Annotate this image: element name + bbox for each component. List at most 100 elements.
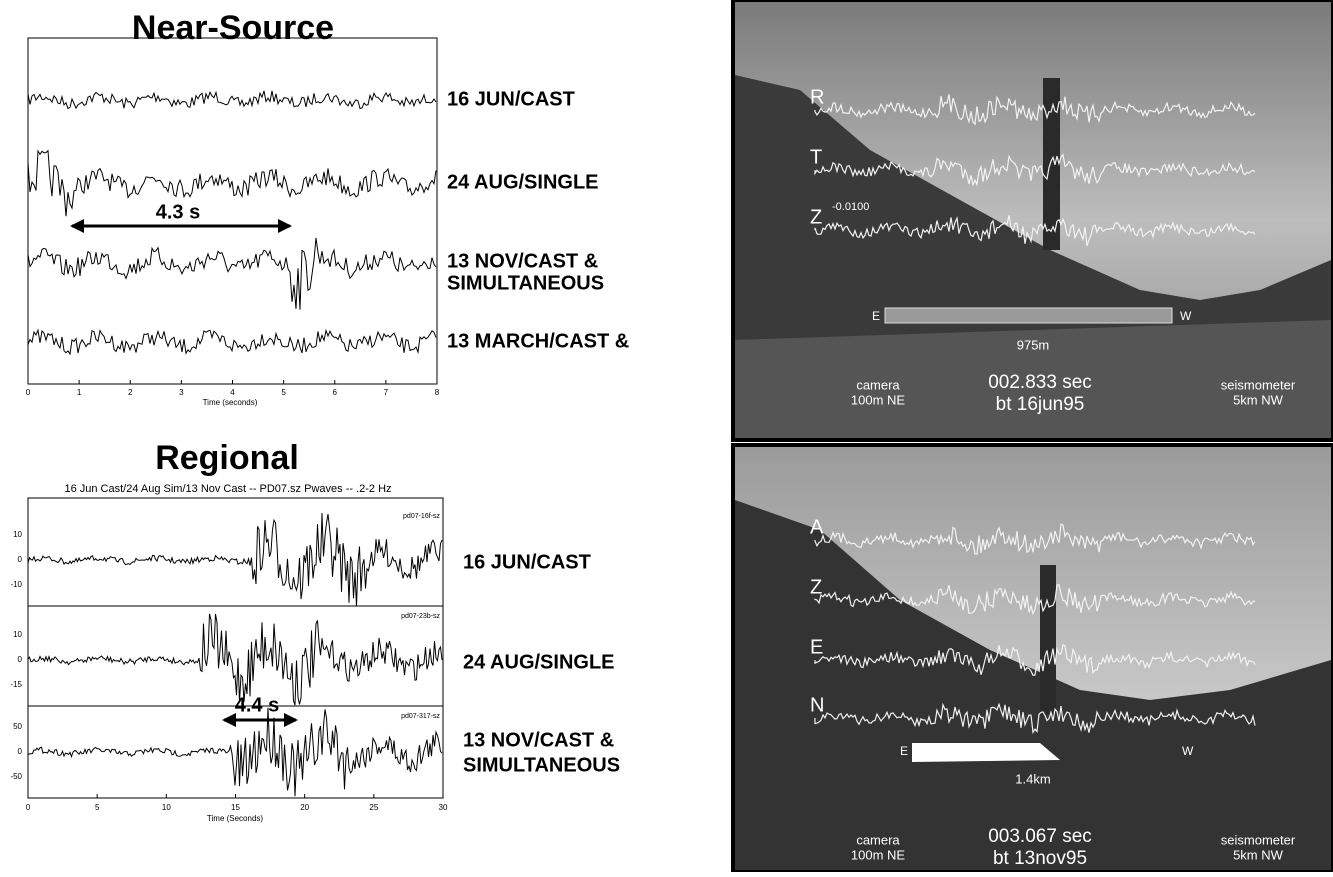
x-tick-label: 15 — [231, 803, 240, 812]
y-tick-label: 10 — [13, 530, 22, 539]
regional-panel: Regional 16 Jun Cast/24 Aug Sim/13 Nov C… — [10, 439, 620, 823]
waveform — [814, 643, 1256, 676]
x-tick-label: 7 — [384, 388, 389, 397]
y-tick-label: 50 — [13, 722, 22, 731]
arrow-head — [70, 219, 84, 233]
distance-bar — [884, 307, 1173, 324]
waveform — [27, 707, 443, 797]
interval-label: 4.3 s — [156, 201, 200, 223]
waveform — [814, 215, 1256, 246]
seismometer-label: 5km NW — [1233, 392, 1284, 407]
camera-label: camera — [856, 377, 900, 392]
arrow-head — [284, 713, 298, 727]
panel-tag: pd07-317-sz — [401, 713, 440, 720]
x-tick-label: 30 — [439, 803, 448, 812]
waveform — [27, 90, 437, 110]
waveform — [814, 702, 1256, 735]
y-tick-label: -50 — [10, 772, 22, 781]
channel-label: A — [810, 516, 824, 538]
dust-column — [1043, 78, 1060, 250]
trace-label: 16 JUN/CAST — [463, 551, 591, 573]
x-tick-label: 0 — [26, 803, 31, 812]
x-tick-label: 4 — [230, 388, 235, 397]
channel-label: R — [810, 86, 824, 108]
waveform — [814, 153, 1256, 187]
bar-end: E — [900, 744, 908, 758]
distance-label: 1.4km — [1015, 771, 1050, 786]
waveform — [27, 613, 443, 706]
waveform — [27, 513, 443, 607]
waveform — [814, 523, 1256, 556]
x-tick-label: 5 — [95, 803, 100, 812]
panel-tag: pd07-16f-sz — [403, 513, 440, 520]
trace-label: 16 JUN/CAST — [447, 88, 575, 110]
y-tick-label: 0 — [18, 655, 23, 664]
x-tick-label: 25 — [369, 803, 378, 812]
panel-title: Near-Source — [132, 9, 334, 47]
y-tick-label: 0 — [18, 747, 23, 756]
channel-label: N — [810, 694, 824, 716]
distance-bar — [912, 743, 1060, 762]
interval-label: 4.4 s — [235, 694, 279, 716]
channel-label: T — [810, 146, 822, 168]
panel-subtitle: 16 Jun Cast/24 Aug Sim/13 Nov Cast -- PD… — [64, 483, 391, 495]
x-axis-label: Time (Seconds) — [207, 814, 264, 823]
near-source-panel: Near-Source Time (seconds) 4.3 s 0 1 2 3 4 5 6… — [26, 9, 629, 407]
distance-label: 975m — [1017, 337, 1050, 352]
x-tick-label: 5 — [281, 388, 286, 397]
y-tick-label: -10 — [10, 580, 22, 589]
x-tick-label: 6 — [333, 388, 338, 397]
trace-label: 24 AUG/SINGLE — [447, 171, 599, 193]
trace-label: SIMULTANEOUS — [447, 272, 604, 294]
x-tick-label: 3 — [179, 388, 184, 397]
x-tick-label: 1 — [77, 388, 82, 397]
trace-label: 13 NOV/CAST & — [447, 250, 598, 272]
y-tick-label: -15 — [10, 680, 22, 689]
time-label: 003.067 sec — [988, 826, 1092, 847]
y-tick-label: 0 — [18, 555, 23, 564]
waveform — [27, 328, 437, 356]
foreground — [735, 320, 1331, 438]
x-axis-label: Time (seconds) — [203, 398, 258, 407]
y-tick-label: 10 — [13, 630, 22, 639]
seismometer-label: 5km NW — [1233, 847, 1284, 862]
trace-label: SIMULTANEOUS — [463, 754, 620, 776]
waveform — [27, 237, 437, 310]
channel-label: E — [810, 636, 823, 658]
arrow-head — [278, 219, 292, 233]
camera-label: 100m NE — [851, 847, 906, 862]
bar-end: W — [1180, 309, 1192, 323]
x-tick-label: 20 — [300, 803, 309, 812]
channel-label: Z — [810, 206, 822, 228]
waveform — [814, 584, 1256, 616]
hillside — [735, 500, 1331, 870]
trace-label: 24 AUG/SINGLE — [463, 651, 615, 673]
x-tick-label: 10 — [162, 803, 171, 812]
panel-tag: pd07-23b-sz — [401, 613, 440, 620]
arrow-head — [222, 713, 236, 727]
trace-label: 13 MARCH/CAST & — [447, 330, 629, 352]
x-tick-label: 8 — [435, 388, 440, 397]
seismometer-label: seismometer — [1221, 832, 1296, 847]
date-label: bt 13nov95 — [993, 848, 1087, 869]
x-tick-label: 2 — [128, 388, 133, 397]
waveform — [814, 94, 1256, 126]
x-tick-label: 0 — [26, 388, 31, 397]
seismometer-label: seismometer — [1221, 377, 1296, 392]
plot-frame — [27, 37, 438, 385]
channel-label: Z — [810, 576, 822, 598]
waveform — [27, 149, 437, 217]
camera-label: camera — [856, 832, 900, 847]
trace-label: 13 NOV/CAST & — [463, 729, 614, 751]
panel-title: Regional — [155, 439, 299, 477]
dust-column — [1040, 565, 1056, 715]
bar-end: W — [1182, 744, 1194, 758]
date-label: bt 16jun95 — [996, 394, 1085, 415]
camera-label: 100m NE — [851, 392, 906, 407]
amplitude-label: -0.0100 — [832, 201, 869, 213]
bar-end: E — [872, 309, 880, 323]
time-label: 002.833 sec — [988, 372, 1092, 393]
